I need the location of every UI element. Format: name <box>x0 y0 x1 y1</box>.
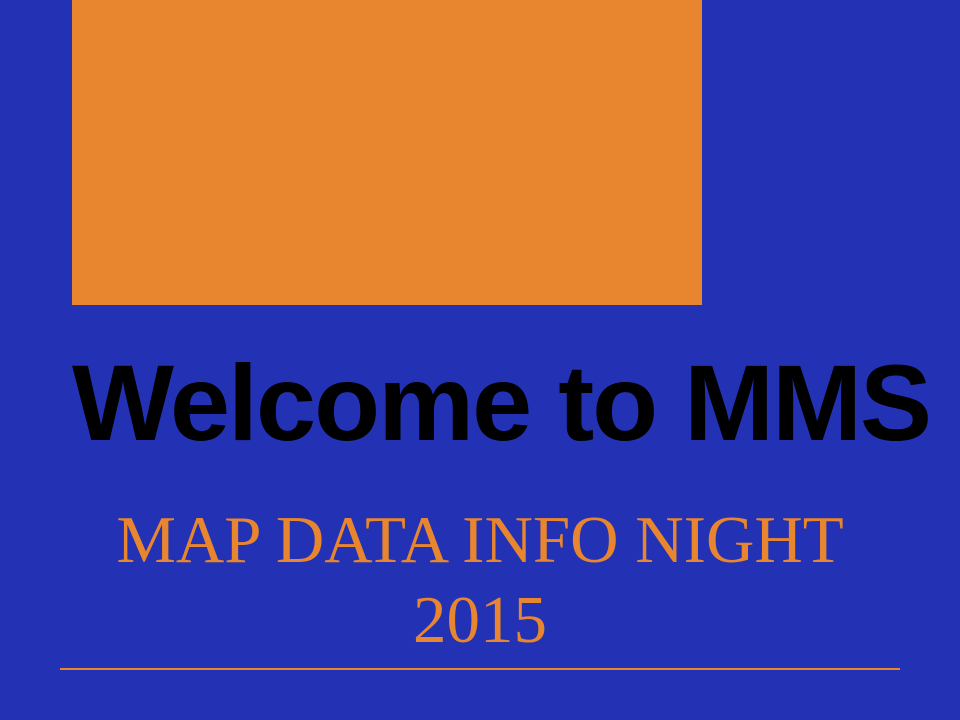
subtitle-underline <box>60 668 900 670</box>
subtitle-container: MAP DATA INFO NIGHT 2015 <box>60 500 900 661</box>
subtitle-line-2: 2015 <box>60 580 900 660</box>
main-title: Welcome to MMS <box>72 340 930 465</box>
accent-block <box>72 0 702 305</box>
slide-container: Welcome to MMS MAP DATA INFO NIGHT 2015 <box>0 0 960 720</box>
subtitle-line-1: MAP DATA INFO NIGHT <box>60 500 900 580</box>
